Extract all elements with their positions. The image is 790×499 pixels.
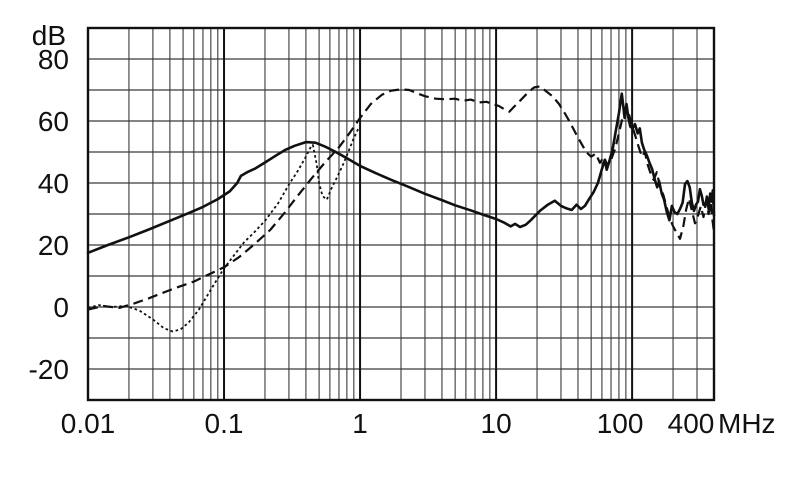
dotted-response-curve [87, 128, 360, 333]
y-axis-unit-label: dB [32, 20, 66, 51]
x-tick-label: 0.01 [61, 408, 116, 439]
y-tick-label: 0 [53, 292, 69, 323]
y-tick-label: 40 [38, 168, 69, 199]
y-tick-label: -20 [29, 354, 69, 385]
x-tick-label: 10 [481, 408, 512, 439]
y-tick-label: 60 [38, 106, 69, 137]
solid-response-curve [86, 92, 716, 255]
x-axis-unit-label: MHz [718, 408, 776, 439]
dashed-response-curve [87, 85, 716, 311]
y-tick-label: 80 [38, 44, 69, 75]
y-tick-label: 20 [38, 230, 69, 261]
x-tick-label: 400 [668, 408, 715, 439]
x-tick-label: 0.1 [205, 408, 244, 439]
x-tick-label: 100 [597, 408, 644, 439]
x-tick-label: 1 [352, 408, 368, 439]
